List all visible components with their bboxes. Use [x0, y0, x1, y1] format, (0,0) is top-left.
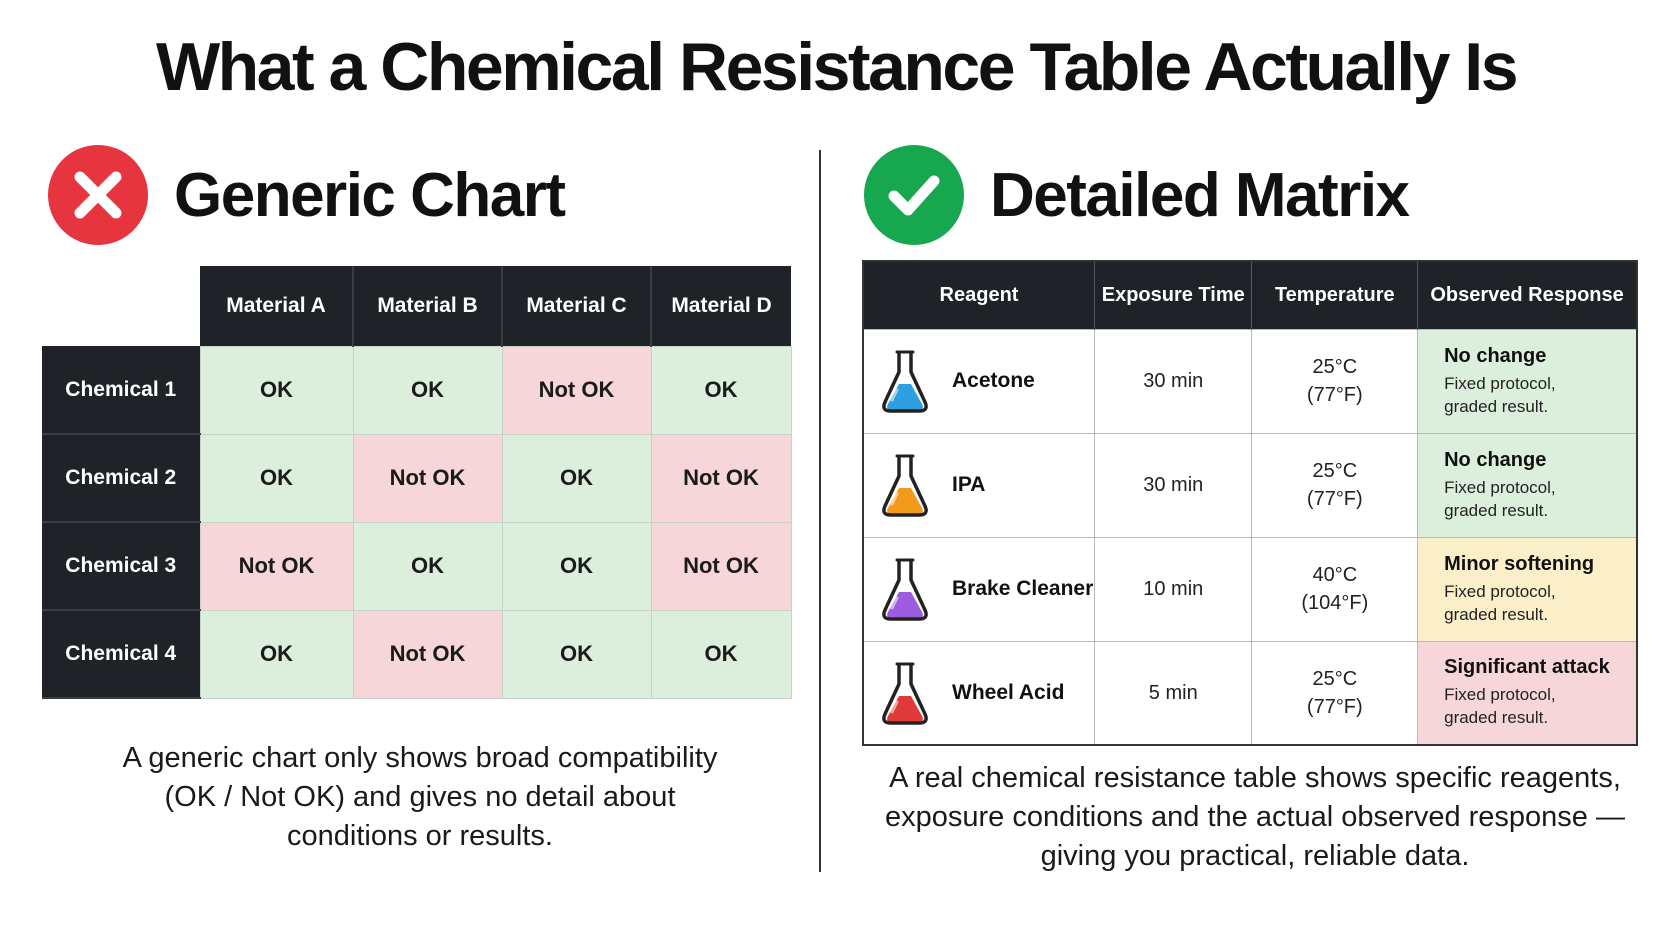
temperature-f: (104°F): [1301, 592, 1369, 614]
compat-cell: OK: [352, 521, 503, 611]
flask-icon: [882, 454, 928, 517]
table-row: Chemical 4 OK Not OK OK OK: [42, 609, 792, 699]
compat-cell: OK: [199, 609, 354, 699]
column-header: Material A: [200, 266, 354, 346]
detailed-matrix-table: Reagent Exposure Time Temperature Observ…: [862, 260, 1638, 746]
compat-cell: OK: [199, 433, 354, 523]
reagent-cell: Acetone: [862, 328, 1096, 434]
column-header: Temperature: [1251, 261, 1419, 329]
compat-cell: Not OK: [650, 521, 792, 611]
reagent-cell: IPA: [862, 432, 1096, 538]
row-header: Chemical 1: [42, 346, 200, 435]
temperature: 25°C (77°F): [1251, 328, 1419, 434]
compat-cell: OK: [650, 609, 792, 699]
column-header: Material D: [651, 266, 791, 346]
temperature-f: (77°F): [1306, 384, 1363, 406]
reagent-cell: Brake Cleaner: [862, 536, 1096, 642]
temperature: 40°C (104°F): [1251, 536, 1419, 642]
page-title: What a Chemical Resistance Table Actuall…: [155, 29, 1519, 105]
temperature-c: 25°C: [1312, 356, 1358, 378]
check-icon: [864, 145, 964, 245]
exposure-time: 30 min: [1094, 328, 1253, 434]
detailed-matrix-header: Detailed Matrix: [864, 145, 1410, 245]
row-header: Chemical 3: [42, 522, 200, 611]
flask-icon: [882, 558, 928, 621]
reagent-name: Brake Cleaner: [952, 577, 1094, 600]
compat-cell: OK: [501, 433, 652, 523]
response-detail: graded result.: [1444, 604, 1549, 624]
table-row: Brake Cleaner 10 min 40°C (104°F) Minor …: [862, 536, 1638, 642]
compat-cell: OK: [352, 345, 503, 435]
table-header-row: Material A Material B Material C Materia…: [42, 266, 791, 346]
x-icon: [48, 145, 148, 245]
response-detail: Fixed protocol,: [1444, 685, 1556, 705]
temperature: 25°C (77°F): [1251, 432, 1419, 538]
temperature: 25°C (77°F): [1251, 640, 1419, 746]
response-title: Significant attack: [1444, 656, 1610, 679]
generic-chart-title: Generic Chart: [174, 160, 566, 230]
compat-cell: OK: [501, 521, 652, 611]
exposure-time: 10 min: [1094, 536, 1253, 642]
flask-icon: [882, 350, 928, 413]
compat-cell: Not OK: [199, 521, 354, 611]
reagent-name: Wheel Acid: [952, 680, 1065, 704]
compat-cell: Not OK: [352, 433, 503, 523]
compat-cell: Not OK: [650, 433, 792, 523]
column-header: Material C: [502, 266, 652, 346]
observed-response: Significant attack Fixed protocol, grade…: [1417, 640, 1638, 746]
compat-cell: OK: [650, 345, 792, 435]
response-detail: graded result.: [1444, 396, 1549, 416]
row-header: Chemical 2: [42, 434, 200, 523]
exposure-time: 30 min: [1094, 432, 1253, 538]
reagent-name: Acetone: [952, 369, 1035, 392]
column-header: Observed Response: [1417, 261, 1637, 329]
temperature-f: (77°F): [1306, 695, 1363, 718]
observed-response: Minor softening Fixed protocol, graded r…: [1417, 536, 1638, 642]
column-header: Exposure Time: [1094, 261, 1253, 329]
observed-response: No change Fixed protocol, graded result.: [1417, 328, 1638, 434]
exposure-time: 5 min: [1094, 640, 1253, 746]
table-row: IPA 30 min 25°C (77°F) No change Fixed p…: [862, 432, 1638, 538]
compat-cell: OK: [199, 345, 354, 435]
detailed-matrix-caption: A real chemical resistance table shows s…: [885, 762, 1625, 872]
observed-response: No change Fixed protocol, graded result.: [1417, 432, 1638, 538]
generic-chart-table: Material A Material B Material C Materia…: [42, 266, 792, 699]
response-detail: Fixed protocol,: [1444, 373, 1556, 393]
table-row: Chemical 2 OK Not OK OK Not OK: [42, 433, 792, 523]
compat-cell: Not OK: [352, 609, 503, 699]
generic-chart-header: Generic Chart: [48, 145, 566, 245]
generic-chart-caption: A generic chart only shows broad compati…: [122, 742, 718, 852]
table-row: Wheel Acid 5 min 25°C (77°F) Significant…: [862, 640, 1638, 746]
response-title: Minor softening: [1444, 552, 1595, 575]
temperature-c: 25°C: [1312, 667, 1358, 690]
table-corner: [42, 266, 200, 346]
response-title: No change: [1444, 344, 1547, 367]
table-header-row: Reagent Exposure Time Temperature Observ…: [863, 261, 1637, 329]
column-header: Reagent: [863, 261, 1096, 329]
table-row: Chemical 3 Not OK OK OK Not OK: [42, 521, 792, 611]
temperature-c: 25°C: [1312, 460, 1358, 482]
flask-icon: [882, 662, 928, 725]
panel-divider: [819, 150, 821, 872]
temperature-f: (77°F): [1306, 488, 1363, 510]
response-detail: graded result.: [1444, 500, 1549, 520]
compat-cell: OK: [501, 609, 652, 699]
response-title: No change: [1444, 448, 1547, 471]
table-row: Acetone 30 min 25°C (77°F) No change Fix…: [862, 328, 1638, 434]
table-row: Chemical 1 OK OK Not OK OK: [42, 345, 792, 435]
temperature-c: 40°C: [1312, 564, 1358, 586]
row-header: Chemical 4: [42, 610, 200, 699]
reagent-name: IPA: [952, 473, 986, 496]
column-header: Material B: [353, 266, 503, 346]
response-detail: graded result.: [1444, 708, 1549, 728]
reagent-cell: Wheel Acid: [862, 640, 1096, 746]
response-detail: Fixed protocol,: [1444, 477, 1556, 497]
detailed-matrix-title: Detailed Matrix: [990, 160, 1410, 230]
compat-cell: Not OK: [501, 345, 652, 435]
response-detail: Fixed protocol,: [1444, 581, 1556, 601]
